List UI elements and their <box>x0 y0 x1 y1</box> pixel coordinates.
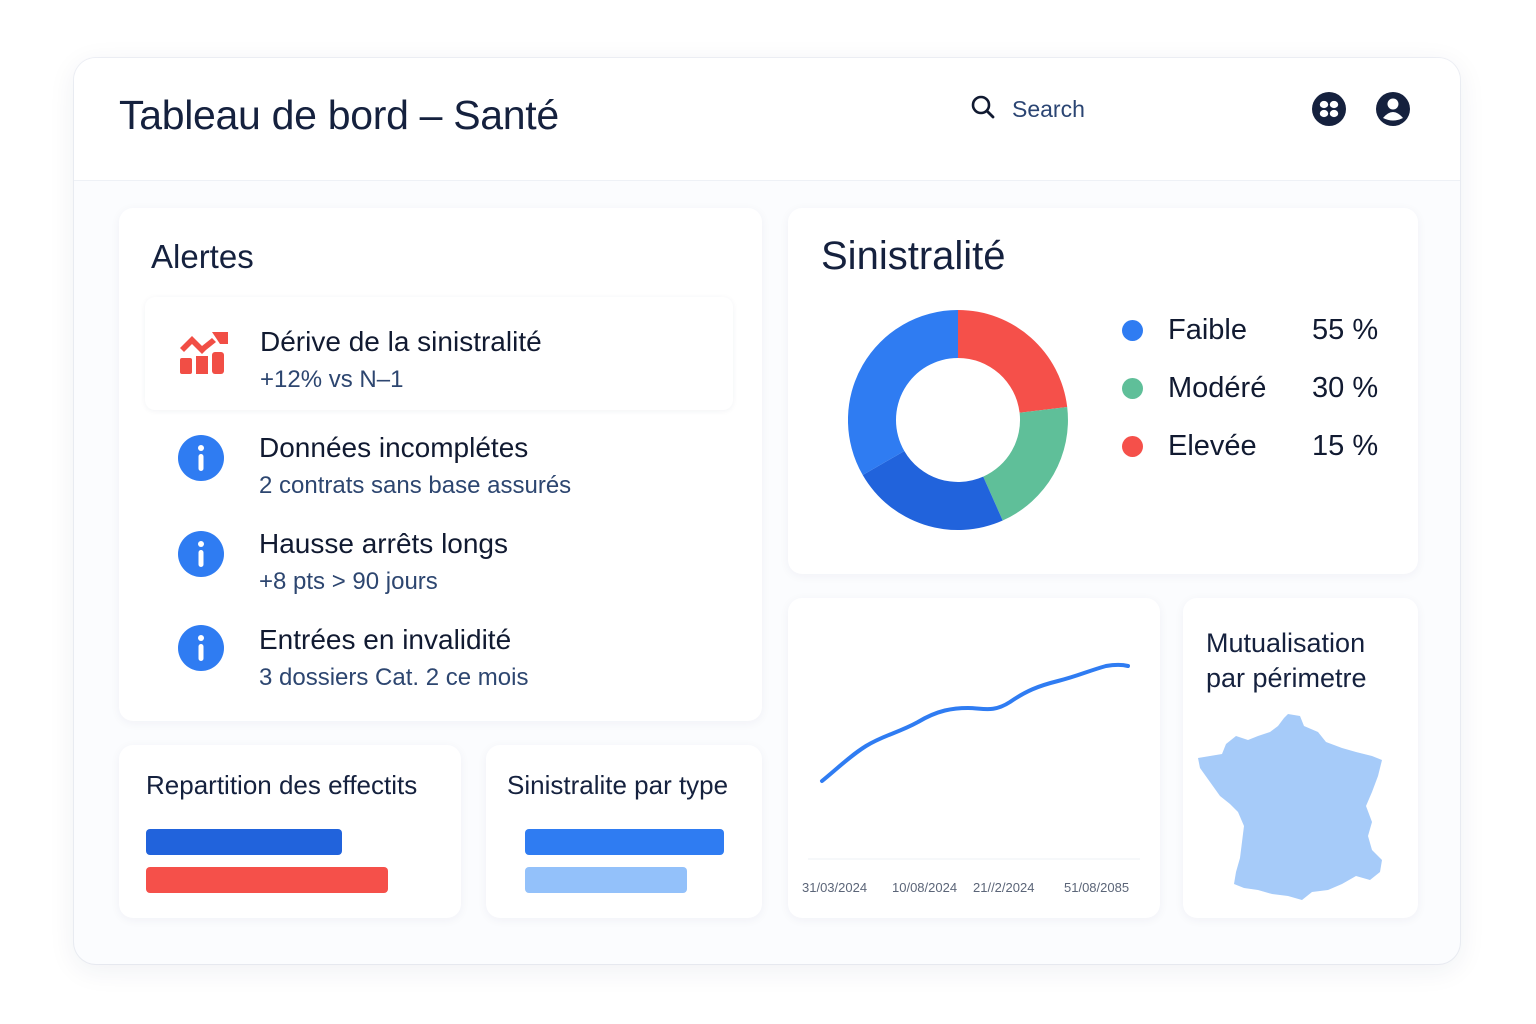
sinistralite-type-title: Sinistralite par type <box>507 770 729 800</box>
legend-item-elevee: Elevée 15 % <box>1122 430 1378 462</box>
repartition-bar-2[interactable] <box>146 867 388 893</box>
alert-subtitle: 3 dossiers Cat. 2 ce mois <box>259 664 529 691</box>
sinistralite-type-bar-2[interactable] <box>525 867 687 893</box>
alert-title: Hausse arrêts longs <box>259 528 509 559</box>
legend-value: 30 % <box>1312 372 1379 404</box>
trend-line-chart[interactable] <box>788 598 1160 923</box>
x-axis-label: 51/08/2085 <box>1064 880 1130 895</box>
trending-up-chart-icon <box>178 326 230 379</box>
france-map[interactable] <box>1196 712 1386 909</box>
x-axis-label: 10/08/2024 <box>892 880 958 895</box>
legend-label: Elevée <box>1168 430 1257 462</box>
alert-title: Dérive de la sinistralité <box>260 326 542 357</box>
donut-chart[interactable] <box>847 310 1070 537</box>
legend-dot <box>1122 320 1143 341</box>
mutualisation-title-line1: Mutualisation <box>1206 628 1366 658</box>
alert-subtitle: 2 contrats sans base assurés <box>259 472 572 499</box>
legend-dot <box>1122 378 1143 399</box>
alert-subtitle: +12% vs N–1 <box>260 366 404 393</box>
legend-label: Modéré <box>1168 372 1267 404</box>
alerts-title: Alertes <box>151 238 254 275</box>
search-icon <box>970 94 996 125</box>
legend-item-faible: Faible 55 % <box>1122 314 1378 346</box>
alert-subtitle: +8 pts > 90 jours <box>259 568 438 595</box>
search-box[interactable]: Search <box>960 84 1270 134</box>
info-icon <box>177 434 225 487</box>
apps-icon[interactable] <box>1312 92 1346 126</box>
info-icon <box>177 530 225 583</box>
sinistralite-title: Sinistralité <box>821 234 1006 278</box>
legend-label: Faible <box>1168 314 1247 346</box>
info-icon <box>177 624 225 677</box>
repartition-bar-1[interactable] <box>146 829 342 855</box>
alert-title: Données incomplétes <box>259 432 529 463</box>
legend-value: 15 % <box>1312 430 1379 462</box>
legend-value: 55 % <box>1312 314 1379 346</box>
search-input[interactable]: Search <box>1012 95 1085 122</box>
x-axis-label: 31/03/2024 <box>802 880 868 895</box>
alert-highlight-box[interactable] <box>145 297 733 410</box>
repartition-title: Repartition des effectits <box>146 770 418 800</box>
x-axis-label: 21//2/2024 <box>973 880 1035 895</box>
user-account-icon[interactable] <box>1376 92 1410 126</box>
alerts-card <box>119 208 762 721</box>
legend-item-modere: Modéré 30 % <box>1122 372 1378 404</box>
legend-dot <box>1122 436 1143 457</box>
sinistralite-type-bar-1[interactable] <box>525 829 724 855</box>
mutualisation-title: Mutualisation par périmetre <box>1206 626 1367 696</box>
page-title: Tableau de bord – Santé <box>119 92 559 138</box>
mutualisation-title-line2: par périmetre <box>1206 663 1367 693</box>
alert-title: Entrées en invalidité <box>259 624 512 655</box>
